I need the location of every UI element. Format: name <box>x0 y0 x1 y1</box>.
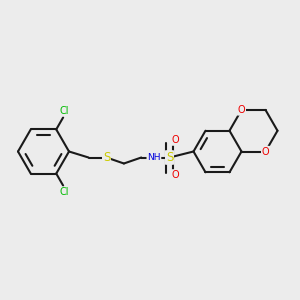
Text: Cl: Cl <box>59 106 68 116</box>
Text: O: O <box>238 105 245 115</box>
Text: O: O <box>262 146 269 157</box>
Text: Cl: Cl <box>59 187 68 197</box>
Text: NH: NH <box>147 153 161 162</box>
Text: S: S <box>103 151 110 164</box>
Text: S: S <box>166 151 173 164</box>
Text: O: O <box>171 170 179 180</box>
Text: O: O <box>171 135 179 145</box>
